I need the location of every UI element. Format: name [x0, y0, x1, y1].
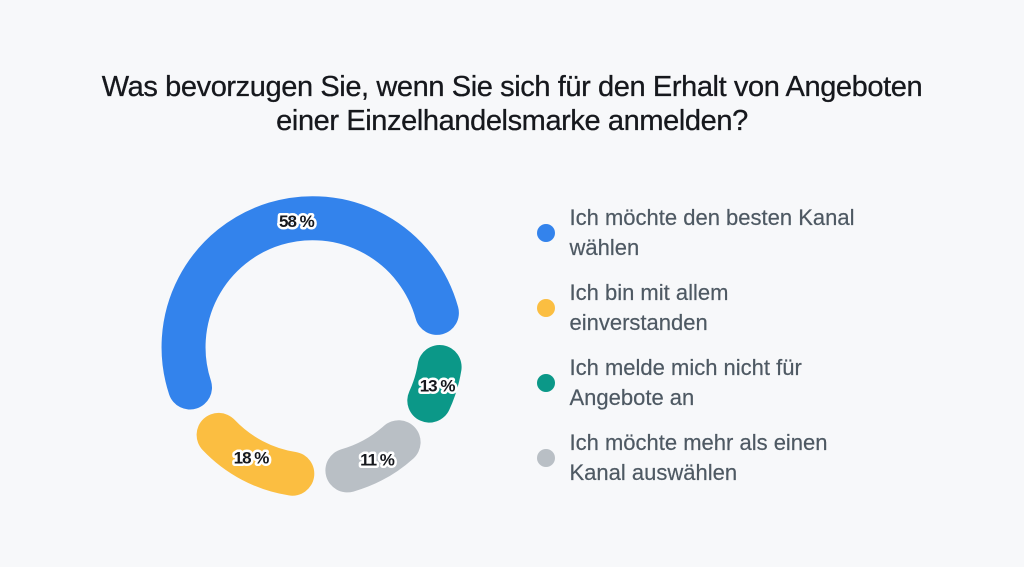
svg-text:11 %: 11 %: [360, 451, 395, 470]
svg-text:58 %: 58 %: [279, 212, 315, 231]
svg-text:13 %: 13 %: [420, 377, 456, 396]
svg-text:18 %: 18 %: [234, 449, 270, 468]
